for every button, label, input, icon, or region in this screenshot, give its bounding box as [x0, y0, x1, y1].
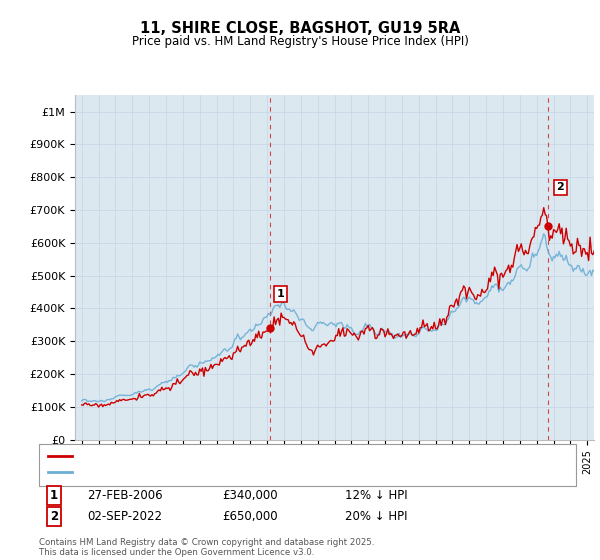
- Text: Price paid vs. HM Land Registry's House Price Index (HPI): Price paid vs. HM Land Registry's House …: [131, 35, 469, 48]
- Text: HPI: Average price, detached house, Surrey Heath: HPI: Average price, detached house, Surr…: [76, 466, 350, 477]
- Text: Contains HM Land Registry data © Crown copyright and database right 2025.
This d: Contains HM Land Registry data © Crown c…: [39, 538, 374, 557]
- Text: £650,000: £650,000: [222, 510, 278, 523]
- Text: 1: 1: [50, 489, 58, 502]
- Text: 11, SHIRE CLOSE, BAGSHOT, GU19 5RA (detached house): 11, SHIRE CLOSE, BAGSHOT, GU19 5RA (deta…: [76, 451, 391, 461]
- Text: 11, SHIRE CLOSE, BAGSHOT, GU19 5RA: 11, SHIRE CLOSE, BAGSHOT, GU19 5RA: [140, 21, 460, 36]
- Text: 02-SEP-2022: 02-SEP-2022: [87, 510, 162, 523]
- Text: 20% ↓ HPI: 20% ↓ HPI: [345, 510, 407, 523]
- Text: 1: 1: [277, 289, 284, 299]
- Text: 27-FEB-2006: 27-FEB-2006: [87, 489, 163, 502]
- Text: 2: 2: [50, 510, 58, 523]
- Text: £340,000: £340,000: [222, 489, 278, 502]
- Text: 2: 2: [556, 183, 564, 192]
- Text: 12% ↓ HPI: 12% ↓ HPI: [345, 489, 407, 502]
